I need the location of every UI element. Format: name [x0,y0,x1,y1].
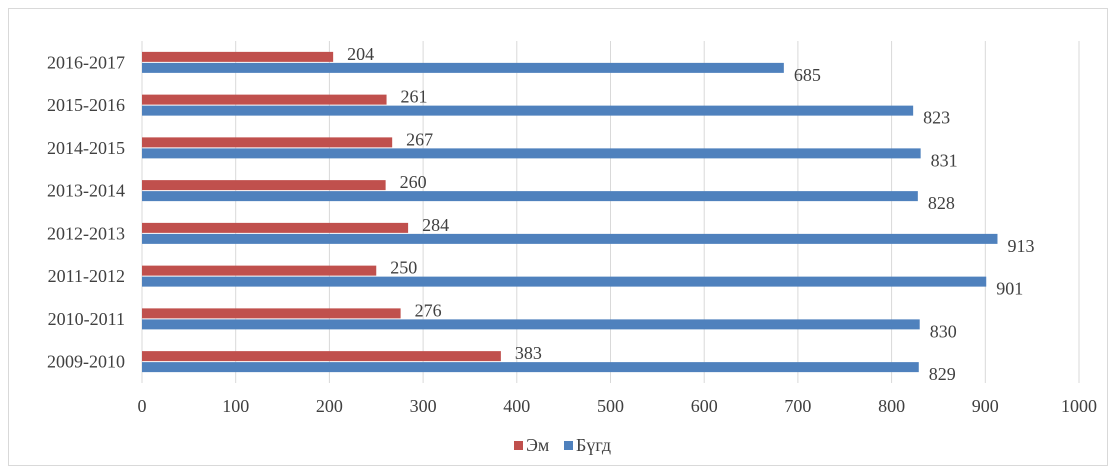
data-label-bugd: 913 [1007,236,1034,256]
y-tick-label: 2012-2013 [47,223,125,243]
x-tick-label: 900 [972,396,999,416]
bar-bugd [142,362,919,373]
bar-bugd [142,148,921,159]
data-labels: 383 829 276 830 250 901 284 913 260 828 267 831 261 8… [347,44,1034,384]
data-label-bugd: 823 [923,108,950,128]
data-label-em: 261 [401,87,428,107]
x-tick-label: 1000 [1061,396,1097,416]
x-tick-label: 800 [878,396,905,416]
bar-em [142,94,387,105]
x-tick-label: 500 [597,396,624,416]
bar-em [142,222,409,233]
x-tick-label: 100 [222,396,249,416]
legend-swatch [514,441,523,450]
data-label-bugd: 829 [929,364,956,384]
x-tick-label: 200 [316,396,343,416]
data-label-em: 204 [347,44,374,64]
x-tick-label: 400 [503,396,530,416]
bar-em [142,351,501,362]
x-tick-label: 600 [691,396,718,416]
y-tick-label: 2013-2014 [47,181,125,201]
chart-frame: 383 829 276 830 250 901 284 913 260 828 267 831 261 8… [8,8,1108,466]
y-tick-label: 2010-2011 [48,309,125,329]
data-label-em: 276 [415,300,442,320]
legend: Эм Бүгд [514,435,611,455]
x-tick-label: 700 [784,396,811,416]
bar-em [142,180,386,191]
bar-em [142,265,377,276]
data-label-bugd: 685 [794,65,821,85]
data-label-bugd: 828 [928,193,955,213]
bar-em [142,308,401,319]
x-tick-label: 0 [138,396,147,416]
data-label-em: 260 [400,172,427,192]
data-label-em: 250 [390,258,417,278]
y-tick-label: 2011-2012 [48,266,125,286]
x-tick-label: 300 [410,396,437,416]
data-label-bugd: 830 [930,321,957,341]
bar-bugd [142,276,987,287]
data-label-bugd: 901 [996,279,1023,299]
y-tick-label: 2015-2016 [47,95,125,115]
bar-bugd [142,319,920,330]
y-tick-label: 2014-2015 [47,138,125,158]
legend-swatch [564,441,573,450]
bar-chart: 383 829 276 830 250 901 284 913 260 828 267 831 261 8… [47,41,1098,455]
bars [142,51,998,373]
data-label-em: 383 [515,343,542,363]
bar-bugd [142,191,918,202]
bar-em [142,137,393,148]
y-tick-label: 2016-2017 [47,52,125,72]
x-axis: 0 100 200 300 400 500 600 700 800 900 1000 [138,396,1098,416]
legend-label: Бүгд [576,435,611,455]
bar-bugd [142,105,914,116]
bar-bugd [142,62,784,73]
data-label-bugd: 831 [931,150,958,170]
y-tick-label: 2009-2010 [47,352,125,372]
data-label-em: 284 [422,215,449,235]
data-label-em: 267 [406,129,433,149]
y-axis: 2009-2010 2010-2011 2011-2012 2012-2013 2013… [47,52,125,371]
bar-em [142,51,334,62]
bar-bugd [142,233,998,244]
legend-label: Эм [526,435,549,455]
